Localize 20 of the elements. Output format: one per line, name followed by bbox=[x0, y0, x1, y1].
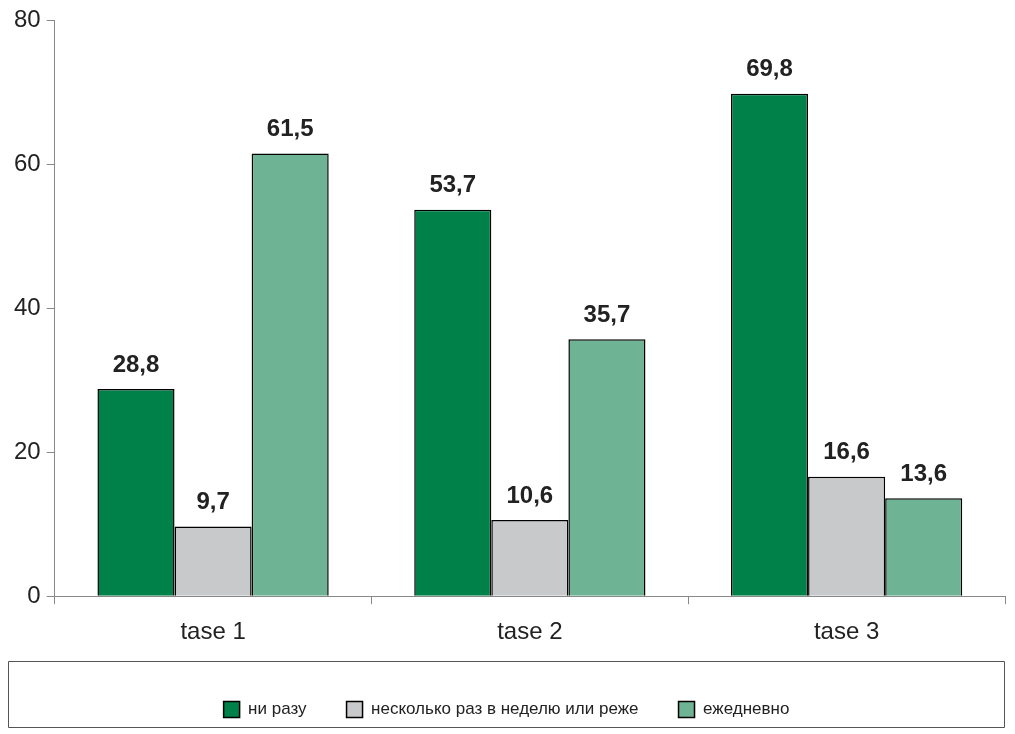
data-label: 69,8 bbox=[746, 54, 793, 82]
data-label: 28,8 bbox=[112, 349, 160, 377]
data-label: 35,7 bbox=[583, 299, 631, 327]
y-tick-label: 40 bbox=[13, 292, 41, 320]
legend-label: несколько раз в неделю или реже bbox=[371, 699, 639, 719]
y-tick-label: 80 bbox=[13, 5, 41, 33]
legend-label: ежедневно bbox=[703, 699, 790, 719]
legend-label: ни разу bbox=[248, 699, 308, 719]
x-tick-label: tase 2 bbox=[497, 617, 563, 645]
y-tick-label: 60 bbox=[13, 148, 41, 176]
data-label: 9,7 bbox=[196, 487, 230, 515]
data-label: 13,6 bbox=[900, 458, 948, 486]
data-label: 53,7 bbox=[429, 170, 477, 198]
y-tick-label: 20 bbox=[13, 436, 41, 464]
y-tick-label: 0 bbox=[27, 580, 41, 608]
x-tick-label: tase 3 bbox=[813, 617, 880, 645]
data-label: 16,6 bbox=[823, 437, 870, 465]
x-tick-label: tase 1 bbox=[180, 617, 246, 645]
data-label: 61,5 bbox=[266, 114, 314, 142]
data-label: 10,6 bbox=[506, 480, 554, 508]
